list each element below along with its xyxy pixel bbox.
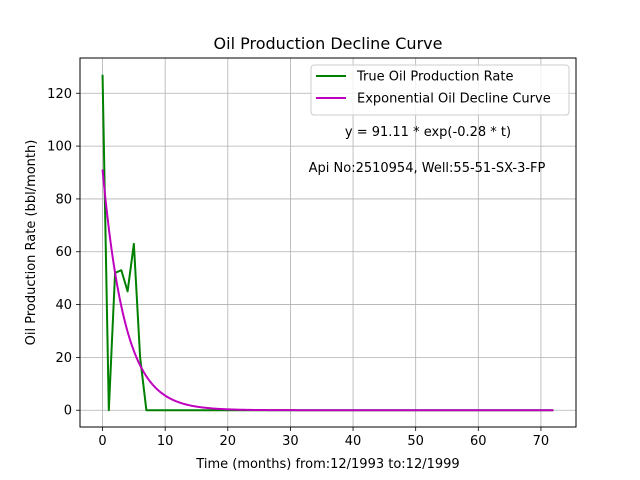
x-tick-label: 50: [407, 434, 424, 449]
x-tick-label: 70: [533, 434, 550, 449]
legend-label-exponential-curve: Exponential Oil Decline Curve: [357, 92, 551, 107]
y-axis-label: Oil Production Rate (bbl/month): [24, 140, 39, 346]
equation-annotation: y = 91.11 * exp(-0.28 * t): [345, 125, 511, 140]
legend-label-true-rate: True Oil Production Rate: [356, 70, 513, 85]
y-tick-label: 60: [55, 245, 72, 260]
x-tick-label: 60: [470, 434, 487, 449]
x-tick-label: 40: [345, 434, 362, 449]
series-line-exponential-curve: [101, 169, 554, 412]
chart-title: Oil Production Decline Curve: [214, 34, 443, 53]
well-annotation: Api No:2510954, Well:55-51-SX-3-FP: [309, 161, 546, 176]
y-tick-label: 80: [55, 192, 72, 207]
x-axis-label: Time (months) from:12/1993 to:12/1999: [195, 457, 459, 472]
plot-frame: [79, 57, 577, 428]
grid: [80, 58, 576, 427]
legend: True Oil Production Rate Exponential Oil…: [310, 64, 570, 116]
y-tick-label: 100: [47, 140, 72, 155]
x-tick-label: 30: [282, 434, 299, 449]
x-tick-label: 20: [220, 434, 237, 449]
x-tick-label: 10: [157, 434, 174, 449]
y-tick-label: 120: [47, 87, 72, 102]
legend-box: [310, 64, 570, 116]
y-tick-label: 0: [64, 404, 72, 419]
x-tick-label: 0: [98, 434, 106, 449]
series-layer: [101, 74, 554, 412]
axis-ticks: 0 10 20 30 40 50 60 70 0 20 40 60 80 100 120: [47, 87, 549, 449]
y-tick-label: 40: [55, 298, 72, 313]
y-tick-label: 20: [55, 351, 72, 366]
